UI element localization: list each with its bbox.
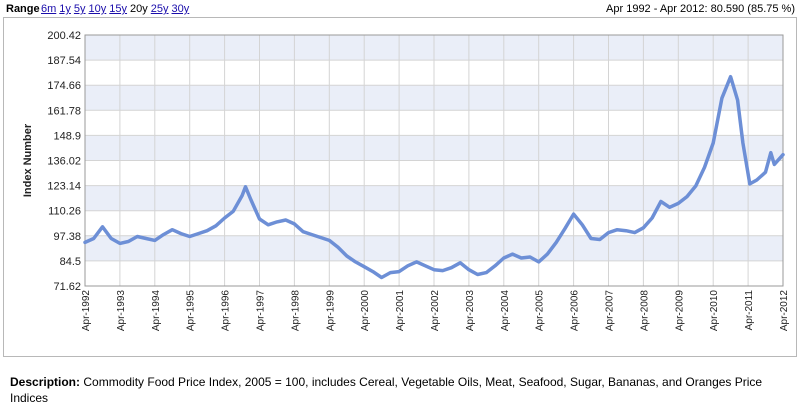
- y-tick-label: 161.78: [47, 105, 81, 117]
- toolbar: Range 6m 1y 5y 10y 15y 20y 25y 30y Apr 1992 - A…: [0, 0, 802, 18]
- chart-panel: 71.62 84.5 97.38 110.26 123.14 136.02 148.9 161…: [3, 17, 797, 357]
- x-tick-label: Apr-2010: [709, 290, 720, 332]
- x-tick-label: Apr-1998: [290, 290, 301, 332]
- y-tick-label: 200.42: [47, 30, 81, 42]
- x-tick-label: Apr-1992: [81, 290, 92, 332]
- x-tick-label: Apr-2001: [395, 290, 406, 332]
- range-option-25y[interactable]: 25y: [150, 3, 169, 15]
- range-option-30y[interactable]: 30y: [171, 3, 190, 15]
- y-tick-label: 97.38: [53, 231, 81, 243]
- range-option-15y[interactable]: 15y: [109, 3, 128, 15]
- y-tick-label: 136.02: [47, 156, 81, 168]
- y-tick-label: 148.9: [53, 130, 81, 142]
- x-tick-label: Apr-1996: [221, 290, 232, 332]
- x-tick-label: Apr-2000: [360, 290, 371, 332]
- range-selector: 6m 1y 5y 10y 15y 20y 25y 30y: [41, 3, 192, 15]
- line-chart: 71.62 84.5 97.38 110.26 123.14 136.02 148.9 161…: [22, 30, 790, 332]
- x-tick-label: Apr-2005: [535, 290, 546, 332]
- y-tick-label: 84.5: [60, 256, 81, 268]
- x-tick-label: Apr-2002: [430, 290, 441, 332]
- x-tick-label: Apr-2004: [500, 290, 511, 332]
- x-tick-label: Apr-1997: [256, 290, 267, 332]
- x-tick-label: Apr-2012: [779, 290, 790, 332]
- range-label: Range: [6, 3, 40, 15]
- range-option-10y[interactable]: 10y: [88, 3, 107, 15]
- x-tick-label: Apr-1994: [151, 290, 162, 332]
- x-tick-label: Apr-2007: [605, 290, 616, 332]
- series-line: [83, 74, 785, 280]
- x-tick-label: Apr-2008: [639, 290, 650, 332]
- y-tick-label: 71.62: [53, 281, 81, 293]
- plot-area-border: [84, 34, 784, 287]
- x-tick-label: Apr-2006: [570, 290, 581, 332]
- range-option-5y[interactable]: 5y: [73, 3, 86, 15]
- x-tick-label: Apr-2003: [465, 290, 476, 332]
- x-tick-label: Apr-1993: [116, 290, 127, 332]
- description-label: Description:: [10, 375, 81, 389]
- x-tick-label: Apr-1995: [186, 290, 197, 332]
- y-axis-label: Index Number: [22, 123, 34, 197]
- range-option-1y[interactable]: 1y: [59, 3, 71, 15]
- y-tick-label: 110.26: [48, 206, 81, 218]
- description-text: Commodity Food Price Index, 2005 = 100, …: [10, 375, 763, 405]
- range-summary: Apr 1992 - Apr 2012: 80.590 (85.75 %): [606, 3, 795, 15]
- range-option-6m[interactable]: 6m: [41, 3, 57, 15]
- range-option-20y: 20y: [130, 3, 148, 15]
- y-tick-label: 187.54: [47, 55, 81, 67]
- y-tick-label: 123.14: [47, 181, 81, 193]
- description: Description: Commodity Food Price Index,…: [10, 374, 790, 406]
- y-tick-label: 174.66: [47, 80, 81, 92]
- x-tick-label: Apr-1999: [325, 290, 336, 332]
- x-tick-label: Apr-2009: [674, 290, 685, 332]
- x-tick-label: Apr-2011: [744, 290, 755, 331]
